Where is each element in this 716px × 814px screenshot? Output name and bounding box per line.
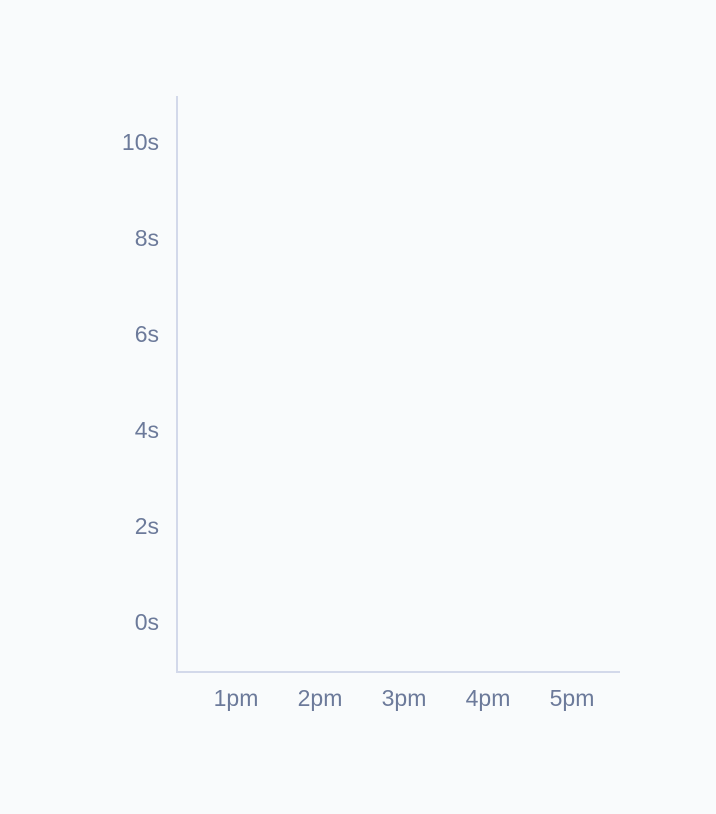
x-tick-label: 2pm bbox=[298, 685, 343, 711]
x-tick-label: 3pm bbox=[382, 685, 427, 711]
x-tick-label: 1pm bbox=[214, 685, 259, 711]
y-tick-label: 0s bbox=[135, 609, 159, 635]
y-tick-label: 4s bbox=[135, 417, 159, 443]
y-tick-label: 6s bbox=[135, 321, 159, 347]
x-tick-label: 5pm bbox=[550, 685, 595, 711]
y-tick-label: 2s bbox=[135, 513, 159, 539]
y-tick-label: 10s bbox=[122, 129, 159, 155]
y-tick-label: 8s bbox=[135, 225, 159, 251]
x-tick-label: 4pm bbox=[466, 685, 511, 711]
